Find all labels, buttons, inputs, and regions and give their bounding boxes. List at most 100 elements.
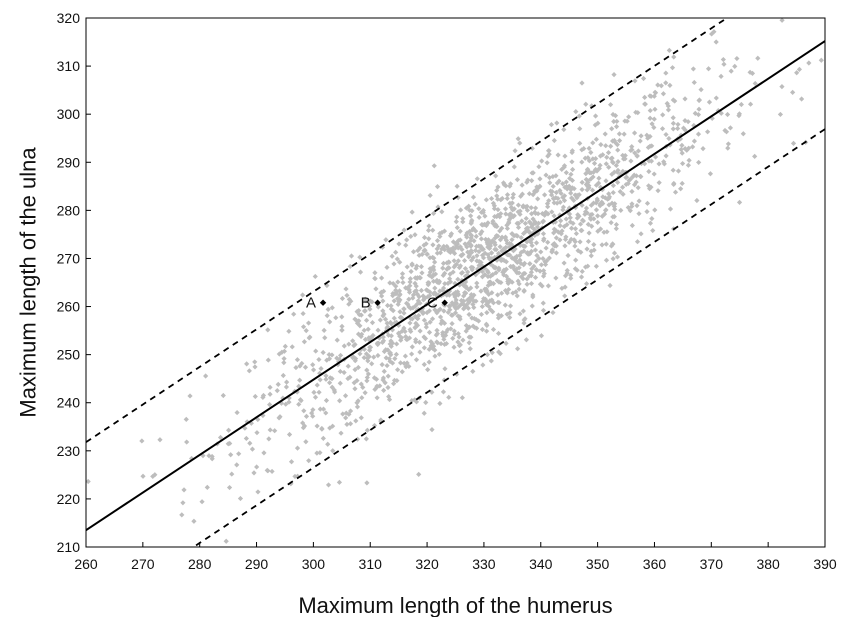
scatter-point: [191, 518, 197, 524]
scatter-point: [379, 275, 385, 281]
scatter-point: [655, 82, 661, 88]
x-tick-label: 270: [131, 556, 155, 572]
scatter-point: [579, 179, 585, 185]
scatter-point: [480, 255, 487, 261]
scatter-point: [572, 266, 579, 272]
scatter-point: [355, 364, 361, 371]
scatter-point: [367, 298, 373, 304]
scatter-point: [635, 148, 641, 154]
scatter-point: [484, 322, 490, 329]
scatter-point: [651, 171, 657, 177]
scatter-point: [430, 227, 436, 233]
scatter-point: [546, 255, 552, 261]
scatter-point: [479, 326, 486, 333]
scatter-point: [576, 192, 582, 198]
scatter-point: [592, 113, 599, 119]
scatter-point: [414, 301, 420, 307]
scatter-point: [288, 459, 295, 465]
scatter-point: [421, 361, 427, 368]
scatter-point: [490, 200, 497, 206]
scatter-point: [601, 211, 608, 217]
scatter-point: [455, 304, 461, 311]
scatter-point: [426, 359, 432, 365]
scatter-point: [577, 126, 583, 132]
scatter-point: [284, 379, 290, 385]
scatter-point: [440, 285, 447, 291]
scatter-point: [326, 351, 332, 358]
scatter-point: [459, 280, 466, 286]
scatter-point: [794, 70, 800, 76]
scatter-point: [663, 70, 669, 76]
scatter-point: [611, 72, 617, 78]
scatter-point: [515, 224, 522, 231]
scatter-point: [607, 102, 614, 108]
scatter-point: [609, 155, 615, 161]
scatter-point: [483, 328, 490, 334]
scatter-point: [685, 162, 691, 168]
scatter-point: [300, 310, 306, 317]
scatter-point: [606, 202, 612, 208]
scatter-point: [362, 308, 368, 314]
scatter-point: [613, 123, 620, 130]
scatter-point: [777, 111, 784, 118]
scatter-point: [485, 252, 491, 258]
scatter-point: [401, 325, 407, 331]
y-tick-label: 230: [57, 443, 81, 459]
scatter-point: [588, 149, 594, 156]
scatter-point: [705, 66, 712, 72]
scatter-point: [525, 250, 531, 256]
y-tick-label: 260: [57, 299, 81, 315]
scatter-point: [456, 334, 462, 340]
scatter-point: [516, 281, 522, 287]
scatter-point: [397, 259, 403, 265]
scatter-point: [516, 286, 522, 292]
scatter-point: [523, 215, 529, 222]
scatter-point: [473, 233, 479, 239]
scatter-point: [380, 377, 386, 383]
scatter-point: [323, 410, 329, 416]
scatter-point: [389, 360, 396, 366]
scatter-point: [279, 349, 285, 355]
scatter-point: [281, 348, 288, 354]
scatter-point: [432, 307, 438, 313]
scatter-point: [354, 377, 360, 384]
scatter-point: [489, 238, 496, 244]
scatter-point: [494, 193, 500, 199]
scatter-point: [417, 349, 423, 355]
scatter-point: [696, 106, 702, 112]
scatter-point: [286, 399, 292, 405]
scatter-point: [234, 462, 240, 468]
scatter-point: [421, 317, 427, 323]
scatter-point: [562, 184, 568, 190]
scatter-point: [483, 197, 489, 203]
scatter-point: [484, 268, 491, 274]
scatter-point: [436, 351, 442, 357]
scatter-point: [320, 349, 326, 356]
scatter-point: [440, 332, 446, 338]
scatter-point: [478, 311, 485, 318]
scatter-point: [490, 300, 497, 306]
scatter-point: [416, 471, 422, 477]
scatter-point: [394, 341, 400, 347]
scatter-point: [323, 376, 329, 382]
scatter-point: [421, 234, 428, 241]
scatter-point: [390, 280, 396, 287]
scatter-point: [589, 187, 596, 193]
scatter-point: [563, 234, 569, 240]
scatter-point: [364, 378, 370, 384]
scatter-point: [455, 258, 461, 264]
scatter-point: [415, 247, 421, 254]
scatter-point: [647, 115, 653, 121]
scatter-point: [423, 241, 429, 247]
scatter-point: [709, 31, 715, 37]
y-tick-label: 280: [57, 202, 81, 218]
scatter-point: [646, 183, 652, 189]
scatter-point: [519, 182, 525, 188]
scatter-point: [466, 324, 472, 331]
scatter-point: [254, 464, 260, 470]
scatter-point: [502, 287, 509, 294]
scatter-point: [437, 314, 444, 320]
scatter-point: [561, 193, 568, 199]
scatter-point: [540, 273, 547, 279]
scatter-point: [413, 357, 420, 363]
